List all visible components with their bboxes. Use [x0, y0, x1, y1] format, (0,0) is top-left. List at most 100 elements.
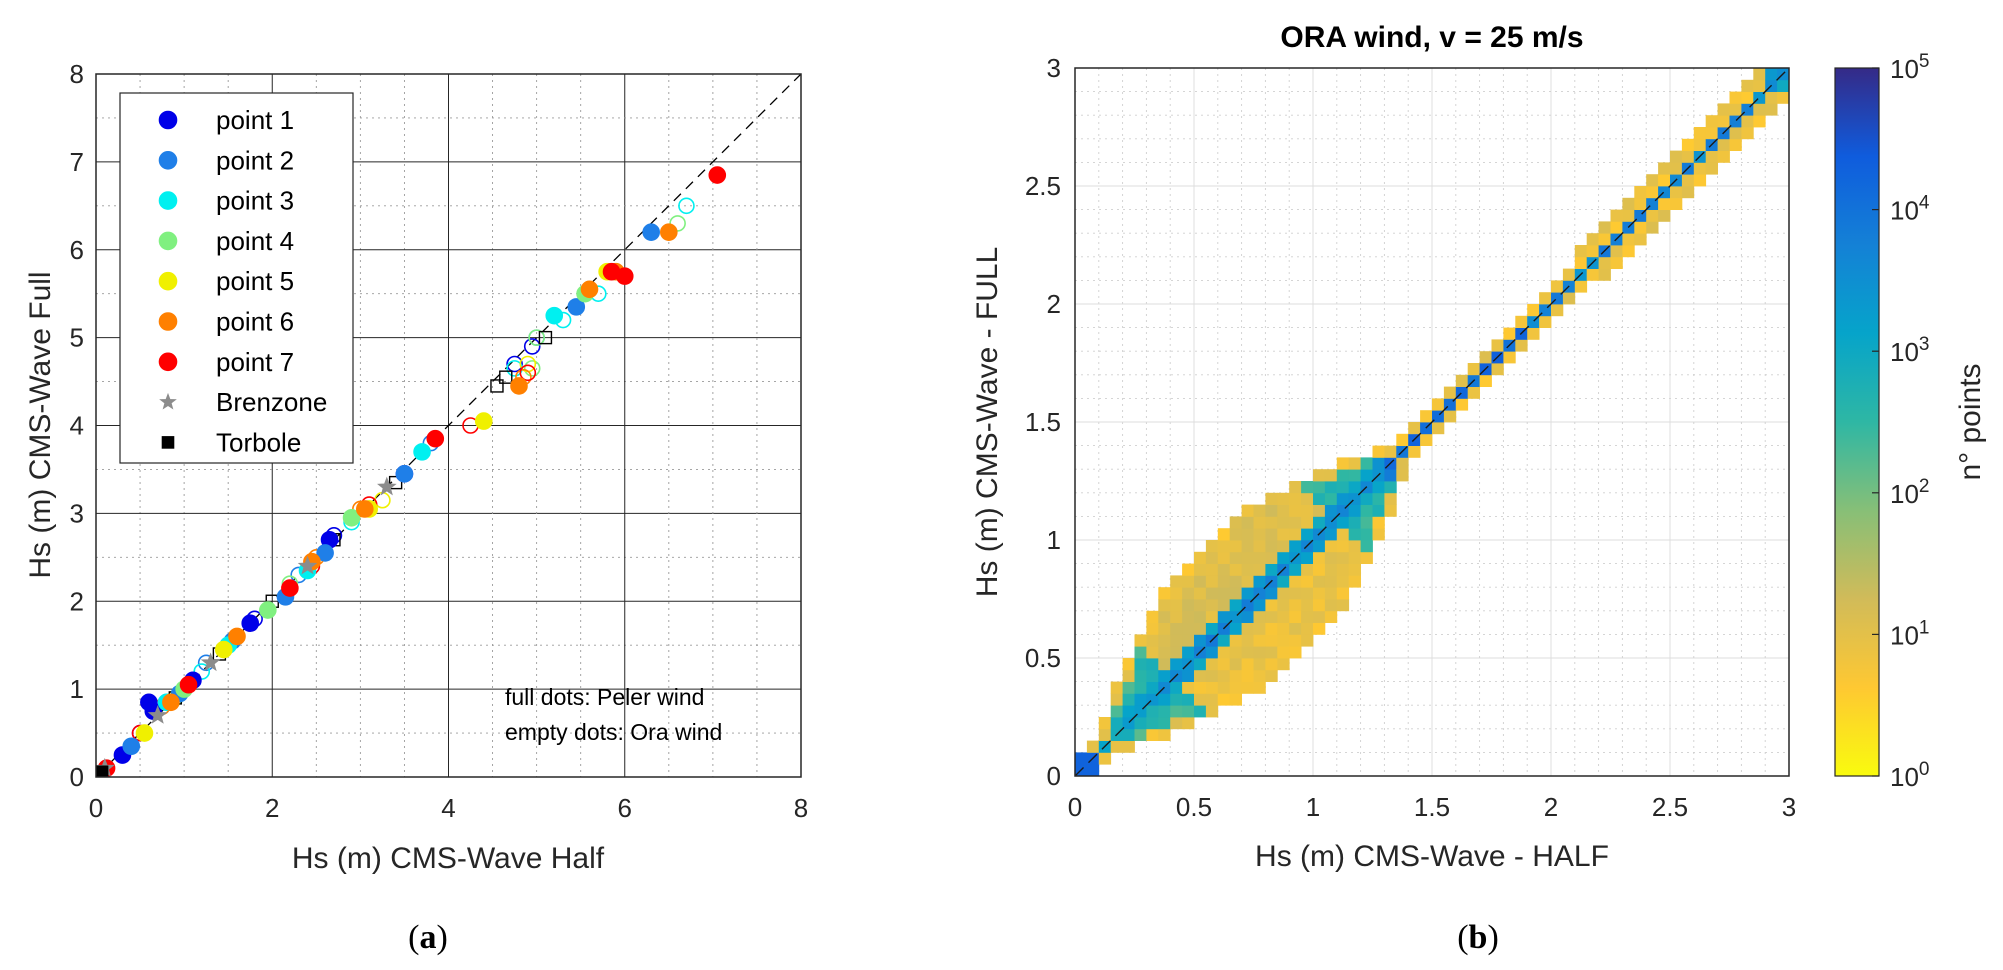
- heatmap-cell: [1420, 410, 1433, 423]
- heatmap-cell: [1205, 610, 1219, 623]
- heatmap-cell: [1348, 528, 1361, 541]
- heatmap-cell: [1229, 681, 1242, 694]
- scatter-reference-line: [95, 73, 802, 778]
- heatmap-cell: [1158, 693, 1171, 706]
- scatter-point: [519, 364, 537, 382]
- heatmap-cell: [1491, 363, 1504, 376]
- heatmap-cell: [1170, 587, 1183, 600]
- heatmap-cell: [1360, 492, 1373, 505]
- legend-marker: [161, 436, 175, 449]
- heatmap-cell: [1479, 374, 1492, 387]
- scatter-x-axis-label: Hs (m) CMS-Wave Half: [292, 842, 605, 875]
- heatmap-cell: [1503, 327, 1516, 340]
- heatmap-cell: [1634, 233, 1647, 246]
- heatmap-cell: [1194, 705, 1207, 718]
- heatmap-x-ticks: 0 0.5 1 1.5 2 2.5 3: [1068, 792, 1796, 822]
- heatmap-cell: [1170, 717, 1183, 730]
- scatter-point: [281, 579, 299, 597]
- heatmap-cell: [1205, 681, 1219, 694]
- heatmap-cell: [1289, 622, 1302, 635]
- heatmap-cell: [1134, 646, 1147, 659]
- heatmap-cell: [1313, 551, 1326, 564]
- scatter-point: [708, 166, 727, 184]
- heatmap-cell: [1324, 469, 1338, 482]
- legend-label: point 7: [216, 347, 294, 377]
- heatmap-cell: [1777, 91, 1789, 104]
- scatter-point: [506, 355, 523, 373]
- heatmap-cell: [1265, 658, 1278, 671]
- heatmap-cell: [1360, 469, 1373, 482]
- heatmap-cell: [1241, 504, 1254, 517]
- heatmap-cell: [1443, 410, 1457, 423]
- heatmap-cell: [1229, 634, 1242, 647]
- scatter-point: [660, 223, 678, 241]
- heatmap-cell: [1182, 563, 1195, 576]
- heatmap-cell: [1134, 693, 1147, 706]
- heatmap-y-ticks: 0 0.5 1 1.5 2 2.5 3: [1025, 53, 1061, 791]
- heatmap-cell: [1765, 103, 1778, 116]
- heatmap-cell: [1205, 705, 1219, 718]
- heatmap-cell: [1348, 516, 1361, 529]
- heatmap-cell: [1622, 233, 1635, 246]
- heatmap-cell: [1122, 658, 1135, 671]
- heatmap-cell: [1134, 728, 1147, 741]
- heatmap-cell: [1301, 634, 1314, 647]
- heatmap-cell: [1253, 551, 1266, 564]
- colorbar-tick-label: 103: [1890, 334, 1930, 367]
- heatmap-cell: [1182, 717, 1195, 730]
- heatmap-cell: [1574, 245, 1588, 258]
- heatmap-cell: [1610, 209, 1623, 222]
- scatter-point: [179, 675, 198, 694]
- heatmap-cell: [1634, 221, 1647, 234]
- heatmap-cell: [1146, 705, 1159, 718]
- colorbar-ticks: 100 101 102 103 104 105: [1872, 51, 1930, 792]
- scatter-point: [200, 652, 221, 672]
- heatmap-cell: [1265, 528, 1278, 541]
- heatmap-cell: [1134, 669, 1147, 682]
- heatmap-cell: [1741, 115, 1754, 128]
- heatmap-cell: [1253, 563, 1266, 576]
- heatmap-cell: [1217, 693, 1231, 706]
- heatmap-cell: [1170, 681, 1183, 694]
- heatmap-cell: [1205, 599, 1219, 612]
- heatmap-cell: [1277, 528, 1290, 541]
- legend-entries: point 1 point 2 point 3 point 4 point 5 point…: [158, 105, 327, 457]
- heatmap-cell: [1110, 740, 1123, 753]
- legend-label: point 2: [216, 145, 294, 175]
- colorbar-tick-label: 105: [1890, 51, 1930, 84]
- heatmap-cell: [1372, 445, 1385, 458]
- heatmap-x-tick-label: 0: [1068, 792, 1082, 822]
- scatter-x-tick-label: 0: [89, 793, 103, 823]
- heatmap-cell: [1646, 186, 1659, 199]
- heatmap-cell: [1158, 728, 1171, 741]
- heatmap-cell: [1301, 587, 1314, 600]
- heatmap-cell: [1217, 575, 1231, 588]
- legend-marker: [158, 352, 178, 372]
- legend-item: point 5: [158, 266, 294, 296]
- heatmap-cell: [1348, 540, 1361, 553]
- heatmap-cell: [1253, 528, 1266, 541]
- scatter-y-tick-label: 1: [70, 674, 84, 704]
- heatmap-cell: [1360, 551, 1373, 564]
- heatmap-cell: [1396, 433, 1409, 446]
- scatter-point: [567, 298, 586, 316]
- legend-marker: [158, 231, 178, 251]
- heatmap-cell: [1479, 351, 1492, 364]
- heatmap-cell: [1182, 681, 1195, 694]
- heatmap-cell: [1265, 504, 1278, 517]
- heatmap-cell: [1241, 658, 1254, 671]
- heatmap-cell: [1265, 669, 1278, 682]
- annotation-full-dots: full dots: Peler wind: [505, 684, 704, 710]
- legend-label: point 1: [216, 105, 294, 135]
- heatmap-cell: [1527, 327, 1540, 340]
- heatmap-cell: [1241, 646, 1254, 659]
- heatmap-cell: [1229, 516, 1242, 529]
- scatter-point: [297, 555, 318, 575]
- heatmap-cell: [1158, 658, 1171, 671]
- colorbar: 100 101 102 103 104 105 n° points: [1834, 51, 1987, 792]
- heatmap-cell: [1170, 622, 1183, 635]
- heatmap-cell: [1229, 563, 1242, 576]
- heatmap-cell: [1324, 528, 1338, 541]
- heatmap-cell: [1336, 457, 1350, 470]
